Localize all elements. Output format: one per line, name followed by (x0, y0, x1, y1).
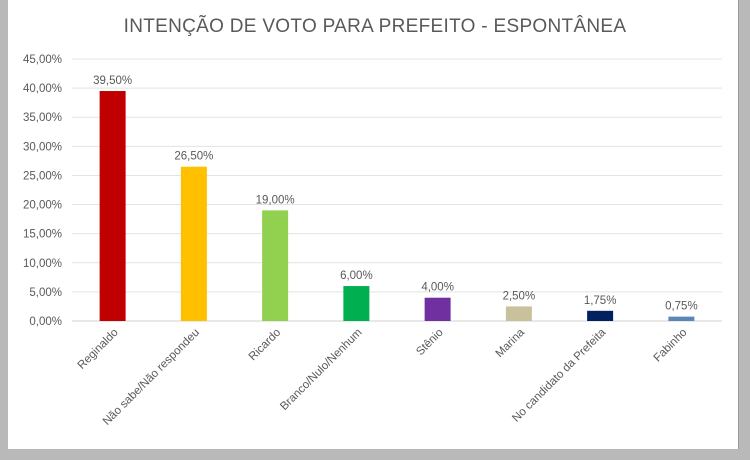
bar (587, 310, 614, 321)
data-label: 1,75% (584, 295, 617, 307)
bar (180, 166, 207, 321)
bar (262, 210, 289, 321)
y-tick-label: 0,00% (29, 316, 62, 328)
y-tick-label: 15,00% (23, 229, 62, 241)
chart-title: INTENÇÃO DE VOTO PARA PREFEITO - ESPONTÂ… (123, 16, 627, 37)
y-tick-label: 35,00% (23, 112, 62, 124)
data-label: 19,00% (256, 194, 295, 206)
bar (343, 286, 370, 321)
data-label: 39,50% (93, 75, 132, 87)
x-tick-label: No candidato da Prefeita (510, 326, 608, 424)
y-tick-label: 25,00% (23, 170, 62, 182)
bar (668, 316, 695, 321)
data-label: 0,75% (665, 301, 698, 313)
y-tick-label: 10,00% (23, 258, 62, 270)
x-tick-label: Fabinho (652, 327, 690, 365)
x-tick-label: Ricardo (247, 327, 284, 364)
chart-panel (8, 0, 739, 449)
data-label: 4,00% (421, 282, 454, 294)
y-tick-label: 20,00% (23, 200, 62, 212)
x-tick-label: Marina (494, 326, 528, 360)
y-tick-label: 5,00% (29, 287, 62, 299)
x-tick-label: Branco/Nulo/Nenhum (278, 327, 364, 413)
bar (505, 306, 532, 321)
bar (99, 91, 126, 322)
x-tick-label: Não sabe/Não respondeu (101, 327, 202, 428)
bar (424, 297, 451, 321)
x-tick-label: Reginaldo (76, 327, 121, 372)
y-tick-label: 40,00% (23, 83, 62, 95)
data-label: 2,50% (503, 290, 536, 302)
data-label: 6,00% (340, 270, 373, 282)
data-label: 26,50% (174, 151, 213, 163)
y-tick-label: 45,00% (23, 54, 62, 66)
x-tick-label: Stênio (414, 327, 446, 359)
y-tick-label: 30,00% (23, 141, 62, 153)
